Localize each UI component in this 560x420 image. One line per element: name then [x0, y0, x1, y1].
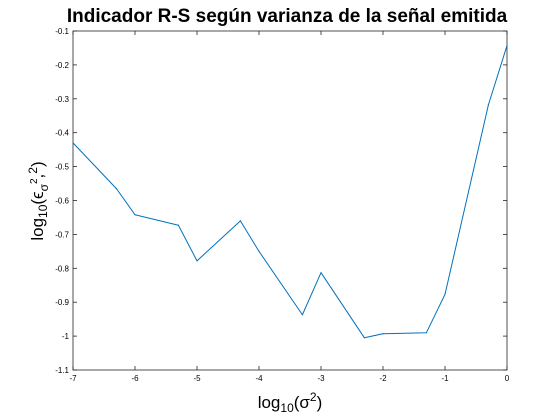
- data-point: [506, 45, 507, 46]
- x-axis-label: log10(σ2): [258, 390, 323, 415]
- data-point: [240, 220, 241, 221]
- y-tick-label: -0.6: [55, 197, 69, 206]
- y-tick-label: -0.4: [55, 129, 69, 138]
- data-point: [320, 272, 321, 273]
- data-point: [196, 260, 197, 261]
- data-point: [116, 188, 117, 189]
- y-tick-label: -1: [62, 332, 70, 341]
- x-tick-label: -7: [69, 374, 77, 383]
- data-point: [382, 333, 383, 334]
- x-tick-label: -6: [131, 374, 139, 383]
- data-point: [488, 104, 489, 105]
- y-tick-label: -0.8: [55, 264, 69, 273]
- x-tick-label: -5: [193, 374, 201, 383]
- x-tick-label: -2: [379, 374, 387, 383]
- data-point: [302, 314, 303, 315]
- data-point: [72, 142, 73, 143]
- y-tick-label: -0.1: [55, 27, 69, 36]
- x-tick-label: -4: [255, 374, 263, 383]
- data-point: [258, 251, 259, 252]
- y-tick-label: -0.5: [55, 163, 69, 172]
- data-point: [426, 332, 427, 333]
- y-tick-label: -0.9: [55, 298, 69, 307]
- x-tick-label: 0: [505, 374, 510, 383]
- y-tick-label: -0.3: [55, 95, 69, 104]
- x-tick-label: -3: [317, 374, 325, 383]
- x-tick-label: -1: [441, 374, 449, 383]
- y-axis-label: log10(ϵσ2,2): [26, 161, 51, 240]
- data-point: [444, 294, 445, 295]
- data-point: [364, 337, 365, 338]
- y-tick-label: -1.1: [55, 366, 69, 375]
- chart-title: Indicador R-S según varianza de la señal…: [67, 6, 508, 27]
- plot-area: [73, 31, 507, 370]
- data-point: [178, 225, 179, 226]
- data-point: [134, 214, 135, 215]
- y-tick-label: -0.7: [55, 230, 69, 239]
- y-tick-label: -0.2: [55, 61, 69, 70]
